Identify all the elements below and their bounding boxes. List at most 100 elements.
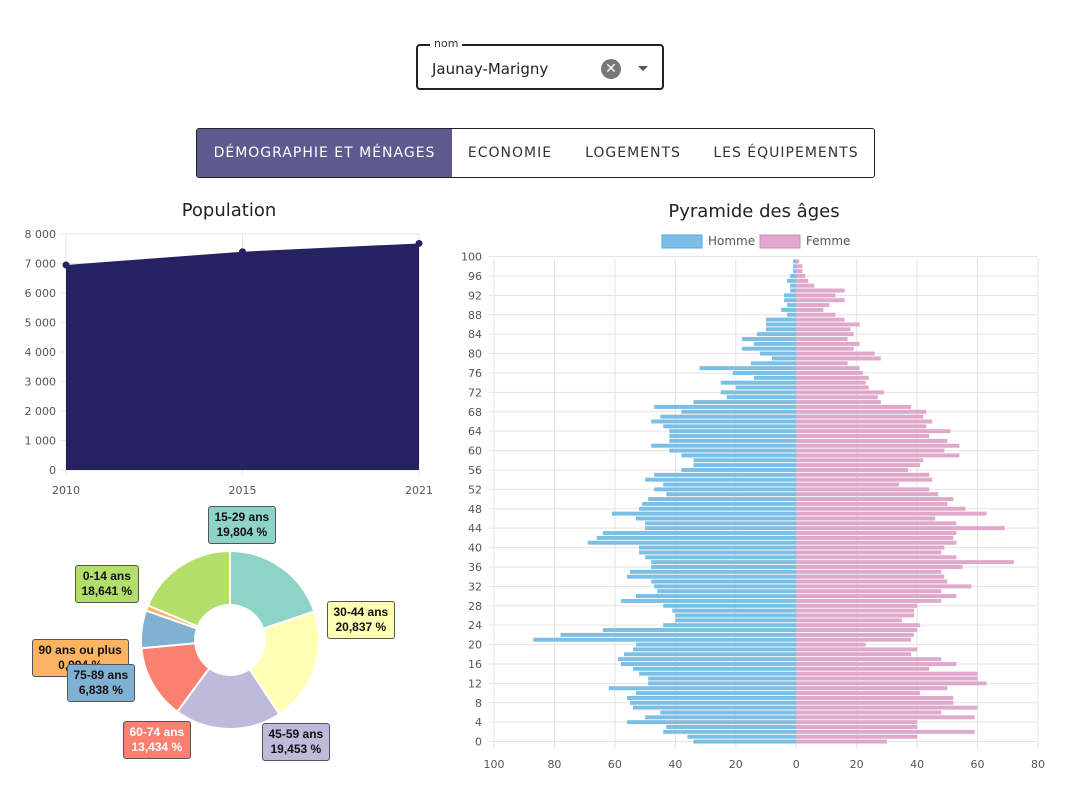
pyramid-bar-femme[interactable] bbox=[796, 341, 860, 346]
pyramid-bar-homme[interactable] bbox=[608, 686, 797, 691]
pyramid-bar-homme[interactable] bbox=[657, 589, 797, 594]
commune-select[interactable]: nom Jaunay-Marigny ✕ bbox=[416, 37, 664, 90]
pyramid-bar-homme[interactable] bbox=[669, 429, 797, 434]
pyramid-bar-femme[interactable] bbox=[796, 618, 902, 623]
pyramid-bar-homme[interactable] bbox=[651, 564, 797, 569]
pyramid-bar-femme[interactable] bbox=[796, 448, 945, 453]
pyramid-bar-femme[interactable] bbox=[796, 327, 851, 332]
pyramid-bar-homme[interactable] bbox=[693, 400, 797, 405]
pyramid-bar-femme[interactable] bbox=[796, 443, 960, 448]
pyramid-bar-femme[interactable] bbox=[796, 395, 878, 400]
pyramid-bar-homme[interactable] bbox=[639, 671, 797, 676]
pyramid-bar-femme[interactable] bbox=[796, 603, 918, 608]
pyramid-bar-femme[interactable] bbox=[796, 269, 803, 274]
pyramid-bar-homme[interactable] bbox=[654, 472, 797, 477]
pyramid-bar-femme[interactable] bbox=[796, 671, 978, 676]
pyramid-bar-femme[interactable] bbox=[796, 298, 845, 303]
pyramid-bar-homme[interactable] bbox=[759, 351, 797, 356]
pyramid-bar-homme[interactable] bbox=[663, 729, 797, 734]
pyramid-bar-femme[interactable] bbox=[796, 463, 921, 468]
pyramid-bar-homme[interactable] bbox=[663, 482, 797, 487]
pyramid-bar-homme[interactable] bbox=[645, 715, 797, 720]
pyramid-bar-femme[interactable] bbox=[796, 346, 854, 351]
pyramid-bar-femme[interactable] bbox=[796, 521, 957, 526]
pyramid-bar-homme[interactable] bbox=[693, 739, 797, 744]
pyramid-bar-femme[interactable] bbox=[796, 729, 975, 734]
donut-slice[interactable] bbox=[248, 610, 320, 716]
pyramid-bar-homme[interactable] bbox=[787, 303, 797, 308]
pyramid-bar-femme[interactable] bbox=[796, 506, 966, 511]
pyramid-bar-femme[interactable] bbox=[796, 647, 918, 652]
pyramid-bar-femme[interactable] bbox=[796, 579, 948, 584]
pyramid-bar-femme[interactable] bbox=[796, 652, 912, 657]
pyramid-bar-femme[interactable] bbox=[796, 535, 954, 540]
pyramid-bar-femme[interactable] bbox=[796, 390, 884, 395]
pyramid-bar-homme[interactable] bbox=[648, 676, 797, 681]
pyramid-bar-homme[interactable] bbox=[602, 628, 797, 633]
pyramid-bar-femme[interactable] bbox=[796, 477, 933, 482]
pyramid-bar-homme[interactable] bbox=[633, 647, 797, 652]
pyramid-bar-femme[interactable] bbox=[796, 720, 918, 725]
pyramid-bar-femme[interactable] bbox=[796, 370, 863, 375]
pyramid-bar-homme[interactable] bbox=[626, 695, 797, 700]
pyramid-bar-homme[interactable] bbox=[793, 269, 797, 274]
pyramid-bar-homme[interactable] bbox=[675, 613, 797, 618]
pyramid-bar-femme[interactable] bbox=[796, 492, 939, 497]
pyramid-bar-femme[interactable] bbox=[796, 608, 915, 613]
pyramid-bar-femme[interactable] bbox=[796, 691, 921, 696]
pyramid-bar-femme[interactable] bbox=[796, 661, 957, 666]
tab-economie[interactable]: ECONOMIE bbox=[467, 145, 553, 161]
pyramid-bar-femme[interactable] bbox=[796, 569, 942, 574]
chevron-down-icon[interactable] bbox=[638, 66, 648, 71]
pyramid-bar-homme[interactable] bbox=[672, 608, 797, 613]
pyramid-bar-femme[interactable] bbox=[796, 681, 987, 686]
pyramid-bar-femme[interactable] bbox=[796, 676, 978, 681]
pyramid-bar-homme[interactable] bbox=[766, 327, 797, 332]
pyramid-bar-homme[interactable] bbox=[753, 375, 797, 380]
pyramid-bar-homme[interactable] bbox=[790, 273, 797, 278]
pyramid-bar-femme[interactable] bbox=[796, 356, 881, 361]
pyramid-bar-homme[interactable] bbox=[651, 443, 797, 448]
pyramid-bar-homme[interactable] bbox=[687, 734, 797, 739]
pyramid-bar-femme[interactable] bbox=[796, 531, 957, 536]
pyramid-bar-femme[interactable] bbox=[796, 564, 963, 569]
pyramid-bar-homme[interactable] bbox=[636, 691, 797, 696]
pyramid-bar-femme[interactable] bbox=[796, 458, 924, 463]
pyramid-bar-homme[interactable] bbox=[735, 385, 797, 390]
tab-demographie[interactable]: DÉMOGRAPHIE ET MÉNAGES bbox=[197, 129, 452, 177]
pyramid-bar-homme[interactable] bbox=[660, 710, 797, 715]
pyramid-bar-femme[interactable] bbox=[796, 560, 1014, 565]
pyramid-bar-femme[interactable] bbox=[796, 540, 957, 545]
pyramid-bar-femme[interactable] bbox=[796, 686, 948, 691]
pyramid-bar-femme[interactable] bbox=[796, 453, 960, 458]
pyramid-bar-femme[interactable] bbox=[796, 472, 930, 477]
pyramid-bar-femme[interactable] bbox=[796, 312, 836, 317]
pyramid-bar-homme[interactable] bbox=[666, 492, 797, 497]
pyramid-bar-homme[interactable] bbox=[663, 424, 797, 429]
pyramid-bar-femme[interactable] bbox=[796, 526, 1005, 531]
pyramid-bar-homme[interactable] bbox=[602, 531, 797, 536]
pyramid-bar-homme[interactable] bbox=[681, 453, 797, 458]
pyramid-bar-femme[interactable] bbox=[796, 337, 848, 342]
pyramid-bar-homme[interactable] bbox=[651, 560, 797, 565]
pyramid-bar-homme[interactable] bbox=[639, 545, 797, 550]
pyramid-bar-homme[interactable] bbox=[651, 579, 797, 584]
pyramid-bar-femme[interactable] bbox=[796, 434, 930, 439]
pyramid-bar-femme[interactable] bbox=[796, 273, 806, 278]
pyramid-bar-homme[interactable] bbox=[648, 497, 797, 502]
pyramid-bar-homme[interactable] bbox=[756, 332, 797, 337]
pyramid-bar-femme[interactable] bbox=[796, 288, 845, 293]
pyramid-bar-femme[interactable] bbox=[796, 317, 845, 322]
pyramid-bar-homme[interactable] bbox=[651, 419, 797, 424]
pyramid-bar-femme[interactable] bbox=[796, 400, 881, 405]
pyramid-bar-femme[interactable] bbox=[796, 574, 945, 579]
pyramid-bar-femme[interactable] bbox=[796, 589, 942, 594]
pyramid-bar-homme[interactable] bbox=[675, 618, 797, 623]
pyramid-bar-femme[interactable] bbox=[796, 623, 921, 628]
pyramid-bar-homme[interactable] bbox=[645, 555, 797, 560]
pyramid-bar-femme[interactable] bbox=[796, 642, 866, 647]
pyramid-bar-homme[interactable] bbox=[663, 603, 797, 608]
pyramid-bar-femme[interactable] bbox=[796, 332, 854, 337]
pyramid-bar-homme[interactable] bbox=[753, 341, 797, 346]
pyramid-bar-femme[interactable] bbox=[796, 366, 860, 371]
